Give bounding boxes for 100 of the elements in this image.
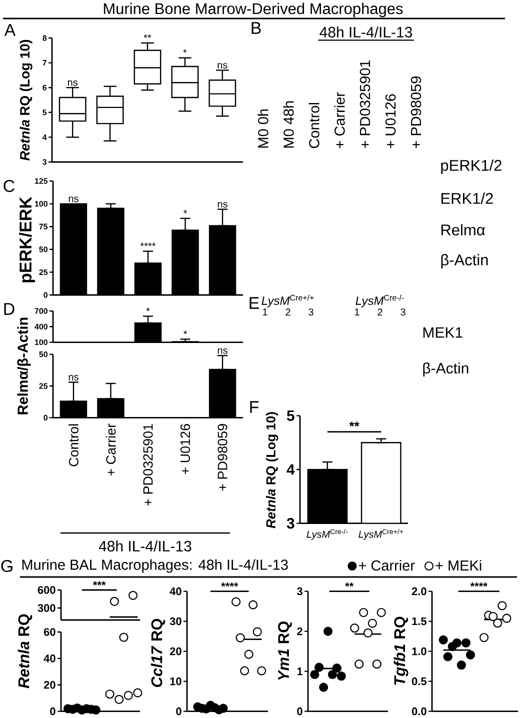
category-label: Relmα [441, 224, 485, 236]
text: Murine Bone Marrow-Derived Macrophages [104, 2, 403, 18]
category-label: + U0126 [385, 94, 396, 148]
category-label: 1 [262, 308, 268, 316]
text: Murine BAL Macrophages: 48h IL-4/IL-13 [22, 559, 288, 573]
y-tick-label: 0 [44, 292, 48, 298]
x-tick-label: + U0126 [180, 424, 190, 474]
y-tick-label: 5 [286, 410, 294, 421]
y-tick-label: 7 [42, 60, 46, 66]
y-tick-label: 25 [39, 383, 48, 389]
y-tick-label: 3 [296, 587, 302, 596]
x-tick-label: Control [68, 424, 78, 466]
category-label: Control [308, 103, 320, 148]
category-label: + PD0325901 [360, 60, 370, 148]
text: *** [92, 581, 106, 586]
text: ** [345, 582, 354, 587]
text: G [1, 560, 12, 572]
text: 48h IL-4/IL-13 [320, 26, 412, 38]
y-axis-title: Ym1 RQ [278, 622, 292, 680]
category-label: ERK1/2 [441, 192, 493, 204]
x-tick-label: + Carrier [106, 424, 116, 476]
y-tick-label: 3 [286, 518, 294, 529]
y-axis-title: Retnla RQ (Log 10) [20, 40, 32, 161]
y-tick-label: 5 [42, 110, 47, 116]
y-tick-label: 0 [44, 414, 48, 421]
y-tick-label: 60 [44, 628, 56, 636]
data-label: * [146, 308, 150, 312]
y-tick-label: 100 [34, 339, 48, 346]
y-tick-label: 0 [297, 707, 302, 716]
text: C [4, 180, 14, 192]
y-axis-title: Retnla RQ [18, 614, 32, 688]
y-tick-label: 2 [297, 627, 302, 636]
y-axis-title: Ccl17 RQ [150, 618, 166, 688]
x-tick-label: + PD98059 [218, 424, 228, 491]
y-tick-label: 2.0 [412, 587, 426, 596]
annotation: ** [349, 422, 360, 427]
text: * [183, 49, 187, 53]
data-label: ns [218, 202, 228, 208]
data-label: ns [68, 375, 78, 380]
y-tick-label: 50 [39, 351, 48, 358]
y-tick-label: 4 [42, 134, 47, 140]
category-label: + Carrier [334, 92, 345, 148]
x-axis-title: 48h IL-4/IL-13 [98, 540, 192, 552]
text: LysM$^{Cre+/+}$ [262, 294, 314, 308]
text: B [252, 22, 261, 34]
y-tick-label: 400 [34, 324, 48, 330]
category-label: 3 [400, 308, 406, 316]
category-label: β-Actin [441, 254, 488, 268]
text: ** [144, 34, 152, 38]
y-tick-label: 600 [38, 586, 56, 594]
y-tick-label: 75 [39, 224, 48, 230]
x-tick-label: + PD0325901 [143, 424, 153, 506]
y-tick-label: 4 [286, 464, 295, 475]
category-label: MEK1 [423, 327, 462, 338]
category-label: M0 0h [258, 109, 268, 148]
category-label: β-Actin [423, 362, 468, 376]
data-label: ns [218, 348, 228, 354]
category-label: + PD98059 [410, 76, 422, 148]
y-tick-label: 125 [34, 178, 48, 184]
data-label: ns [68, 196, 78, 202]
text: **** [470, 582, 488, 587]
text: E [250, 297, 259, 309]
category-label: M0 48h [283, 101, 294, 148]
y-tick-label: 3 [42, 159, 47, 165]
text: D [4, 303, 14, 315]
y-tick-label: 40 [170, 587, 182, 596]
text: LysM$^{Cre-/-}$ [356, 294, 404, 308]
y-tick-label: 0.5 [412, 677, 426, 686]
text: A [4, 24, 16, 36]
y-tick-label: 1.5 [412, 617, 426, 626]
y-tick-label: 1.0 [412, 647, 426, 656]
y-tick-label: 1 [297, 668, 302, 676]
legend-label: + Carrier [358, 560, 415, 571]
y-tick-label: 300 [38, 604, 56, 612]
data-label: * [183, 330, 188, 334]
y-tick-label: 20 [44, 680, 56, 689]
data-label: * [183, 210, 188, 214]
y-axis-title: pERK/ERK [19, 196, 35, 282]
y-axis-title: Tgfb1 RQ [394, 616, 408, 685]
data-label: **** [140, 242, 156, 246]
y-tick-label: 30 [170, 617, 182, 626]
category-label: 1 [354, 308, 360, 316]
y-axis-title: Retnla RQ (Log 10) [266, 412, 278, 528]
y-tick-label: 700 [34, 308, 48, 314]
legend-label: + MEKi [436, 560, 482, 570]
category-label: 2 [378, 308, 382, 316]
y-tick-label: 25 [39, 269, 48, 276]
y-tick-label: 0 [176, 707, 182, 716]
category-label: 3 [308, 308, 314, 316]
y-tick-label: 8 [42, 35, 47, 41]
text: ns [68, 80, 78, 86]
y-axis-title: Relmα/β-Actin [17, 318, 31, 414]
y-tick-label: 0.0 [412, 707, 426, 716]
y-tick-label: 0 [50, 707, 56, 716]
text: ns [218, 63, 228, 69]
y-tick-label: 6 [42, 84, 47, 90]
y-tick-label: 40 [44, 654, 56, 662]
y-tick-label: 10 [170, 677, 182, 686]
category-label: pERK1/2 [441, 160, 502, 174]
y-tick-label: 50 [39, 246, 48, 252]
